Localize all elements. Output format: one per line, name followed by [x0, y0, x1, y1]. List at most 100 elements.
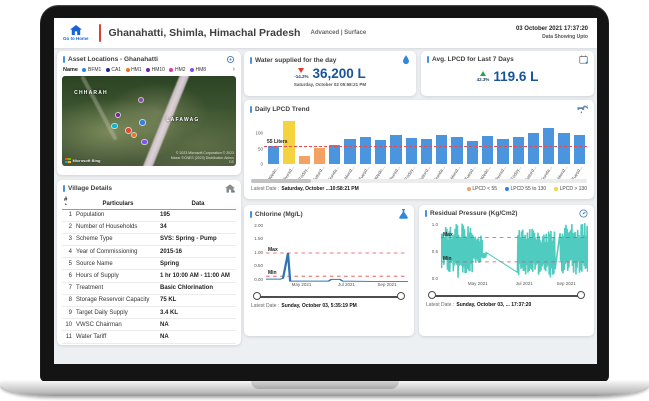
date-range-slider[interactable] — [253, 291, 405, 302]
water-supplied-title: Water supplied for the day — [255, 56, 337, 64]
slider-track[interactable] — [256, 295, 402, 298]
bar[interactable] — [374, 140, 387, 164]
bar[interactable] — [543, 127, 555, 164]
column-header-index[interactable]: # ▲ — [62, 197, 76, 207]
column-header-particulars[interactable]: Particulars — [102, 200, 134, 207]
lpcd-x-axis: Wedn... Thursd... Friday... Saturd... Sunda.… — [244, 164, 594, 179]
bar[interactable] — [298, 156, 310, 164]
table-row: 10 VWSC Chairman NA — [62, 319, 236, 332]
table-cell: 9 — [68, 309, 72, 316]
chlorine-x-axis: May 2021 Jul 2021 Sep 2021 — [291, 282, 397, 287]
asset-marker-icon[interactable] — [115, 112, 121, 118]
header-datetime-caption: Data Showing Upto — [542, 33, 588, 40]
map-legend: Name BFM1 CA1 HM1 HM10 HM2 HM8 › — [57, 66, 241, 73]
go-to-home-label: Go to Home — [63, 36, 89, 41]
avg-lpcd-title: Avg. LPCD for Last 7 Days — [432, 56, 514, 63]
bar[interactable] — [436, 134, 448, 164]
bar[interactable] — [390, 134, 402, 164]
panel-accent-bar — [63, 56, 65, 63]
bar[interactable] — [359, 137, 371, 164]
pressure-line-chart[interactable] — [441, 223, 588, 281]
table-cell: 5 — [68, 260, 72, 267]
asset-marker-icon[interactable] — [131, 132, 137, 138]
legend-label: BFM1 — [87, 67, 102, 73]
bar[interactable] — [451, 137, 463, 164]
chart-scrollbar[interactable] — [251, 179, 587, 183]
page-title: Ghanahatti, Shimla, Himachal Pradesh — [108, 27, 301, 39]
date-range-slider[interactable] — [428, 290, 585, 301]
laptop-base — [0, 381, 649, 396]
avg-lpcd-card: Avg. LPCD for Last 7 Days 42.3% 119.6 L — [421, 51, 594, 96]
table-cell: Spring — [160, 260, 179, 267]
delta-indicator: -14.2% — [294, 68, 308, 79]
residual-pressure-panel: Residual Pressure (Kg/Cm2) 1.0 0.5 0.0 Max… — [419, 205, 594, 336]
bar[interactable] — [420, 139, 433, 164]
village-details-table: # ▲ Particulars Data 1 Population 195 2 Numbe… — [57, 195, 241, 344]
asset-marker-icon[interactable] — [140, 120, 145, 125]
scrollbar-thumb[interactable] — [251, 179, 312, 183]
asset-marker-icon[interactable] — [126, 128, 131, 133]
table-cell: 75 KL — [160, 297, 177, 304]
table-cell: 2 — [68, 224, 72, 231]
daily-lpcd-title: Daily LPCD Trend — [255, 105, 310, 113]
x-axis-label: Sunda... — [433, 165, 447, 179]
bar[interactable] — [558, 133, 570, 164]
table-cell: Hours of Supply — [76, 273, 119, 280]
bar[interactable] — [481, 136, 494, 164]
lpcd-bars — [266, 118, 587, 164]
latest-date-label: Latest Date : — [426, 302, 455, 308]
max-line-label: Max — [443, 231, 453, 238]
table-row: 4 Year of Commissioning 2015-16 — [62, 246, 236, 259]
asset-marker-icon[interactable] — [142, 139, 147, 145]
threshold-line — [264, 146, 587, 148]
slider-handle-right[interactable] — [397, 292, 405, 300]
slider-handle-left[interactable] — [428, 291, 436, 299]
table-cell: 6 — [68, 273, 72, 280]
locate-icon[interactable] — [226, 55, 235, 64]
bar[interactable] — [283, 121, 295, 164]
chlorine-panel: Chlorine (Mg/L) 2.00 1.50 1.00 0.50 0.00 Max… — [244, 205, 414, 336]
village-details-header: Village Details — [57, 180, 241, 195]
bar[interactable] — [268, 145, 280, 164]
bar[interactable] — [512, 137, 524, 164]
slider-handle-right[interactable] — [577, 291, 585, 299]
latest-date-value: Sunday, October 03, 5:35:19 PM — [281, 303, 357, 309]
legend-next-icon[interactable]: › — [232, 66, 235, 73]
slider-handle-left[interactable] — [253, 292, 261, 300]
bar[interactable] — [466, 141, 478, 164]
table-cell: Number of Households — [76, 224, 138, 231]
table-cell: 10 — [65, 321, 72, 328]
threshold-label: 55 Liters — [267, 139, 288, 146]
map-road-secondary — [80, 76, 118, 141]
water-supplied-value: 36,200 L — [312, 66, 366, 81]
home-small-icon[interactable] — [225, 184, 235, 193]
x-axis-label: Wedn... — [266, 165, 280, 179]
lpcd-y-axis: 0 50 100 — [255, 130, 263, 167]
table-cell: NA — [160, 321, 169, 328]
slider-track[interactable] — [431, 294, 582, 297]
asset-marker-icon[interactable] — [138, 97, 144, 103]
satellite-map[interactable]: CHHARAH LAFAWAG Microsoft Bing © 2023 Mi… — [62, 76, 236, 166]
latest-date-label: Latest Date : — [251, 186, 280, 192]
lpcd-legend: LPCD < 55 LPCD 55 to 130 LPCD > 130 — [466, 186, 587, 192]
bar[interactable] — [527, 133, 540, 164]
bar[interactable] — [405, 137, 417, 164]
village-table-body: 1 Population 195 2 Number of Households 34 3 Sc… — [62, 210, 236, 344]
column-header-data[interactable]: Data — [191, 200, 205, 207]
table-row: 3 Scheme Type SVS: Spring - Pump — [62, 234, 236, 247]
chlorine-line-chart[interactable] — [266, 224, 408, 282]
table-cell: NA — [160, 333, 169, 340]
asset-marker-icon[interactable] — [112, 123, 117, 129]
x-axis-label: Saturd... — [524, 165, 538, 179]
bar[interactable] — [329, 145, 341, 164]
table-row: 7 Treatment Basic Chlorination — [62, 283, 236, 295]
bar[interactable] — [313, 148, 326, 164]
table-header-row[interactable]: # ▲ Particulars Data — [62, 195, 236, 210]
go-to-home-button[interactable]: Go to Home — [63, 25, 89, 41]
bar[interactable] — [573, 134, 585, 164]
app-header: Go to Home Ghanahatti, Shimla, Himachal … — [54, 18, 597, 48]
bar[interactable] — [497, 138, 509, 164]
table-cell: 8 — [68, 297, 72, 304]
map-place-label: LAFAWAG — [166, 117, 200, 124]
bar[interactable] — [344, 139, 356, 164]
